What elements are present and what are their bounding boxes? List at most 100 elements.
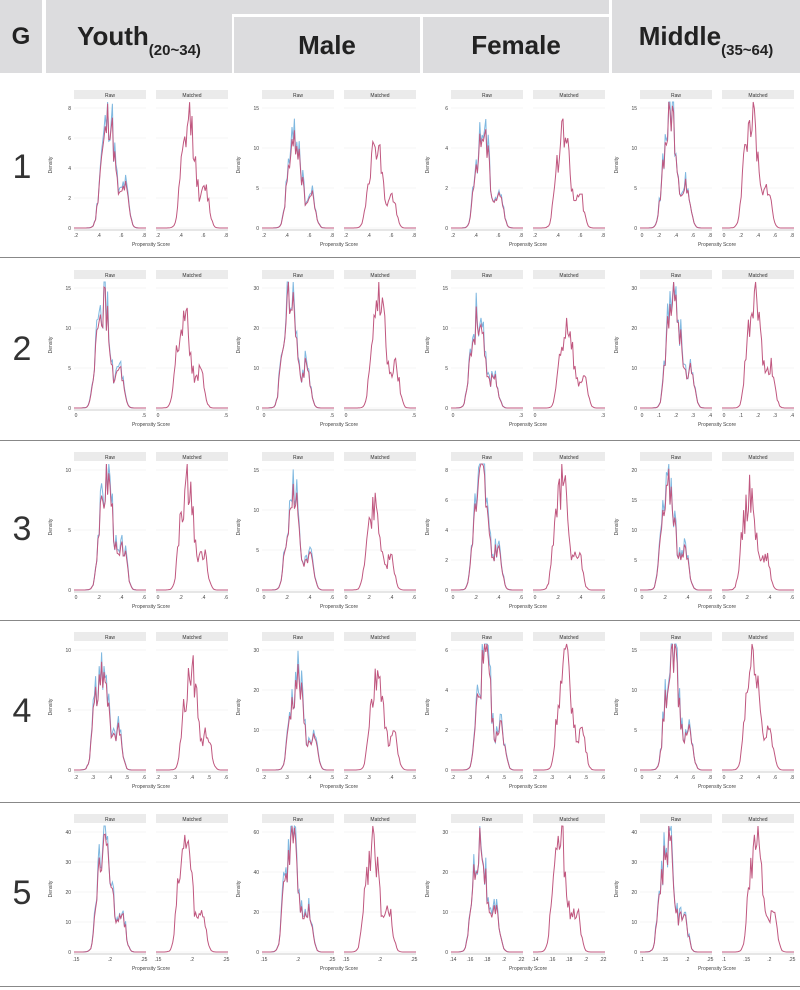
facet-strip-matched <box>722 632 794 641</box>
x-tick-label: .4 <box>556 233 560 239</box>
x-tick-label: .3 <box>691 413 695 419</box>
x-tick-label: .5 <box>412 413 416 419</box>
matched-control-curve <box>722 101 794 229</box>
facet-label-raw: Raw <box>671 93 681 99</box>
raw-treated-curve <box>262 469 334 591</box>
x-tick-label: .6 <box>790 595 794 601</box>
x-tick-label: .4 <box>756 233 760 239</box>
x-tick-label: .4 <box>307 775 311 781</box>
x-tick-label: .15 <box>155 957 162 963</box>
x-tick-label: .4 <box>119 595 123 601</box>
density-plot-row4-female: Density Raw 0 2 4 6 .2 .3 .4 .5 .6 Matched .2 .3 .4 .5.… <box>425 632 605 790</box>
raw-control-curve <box>74 661 146 771</box>
x-tick-label: .2 <box>156 775 160 781</box>
facet-strip-matched <box>533 452 605 461</box>
raw-treated-curve <box>640 643 712 771</box>
facet-label-matched: Matched <box>559 273 578 279</box>
x-tick-label: .6 <box>578 233 582 239</box>
x-tick-label: 0 <box>723 775 726 781</box>
youth-label: Youth <box>77 21 149 51</box>
facet-label-raw: Raw <box>671 817 681 823</box>
y-tick-label: 10 <box>253 146 259 152</box>
facet-label-matched: Matched <box>559 455 578 461</box>
facet-label-raw: Raw <box>482 93 492 99</box>
facet-strip-raw <box>262 632 334 641</box>
y-tick-label: 0 <box>256 406 259 412</box>
y-tick-label: 0 <box>445 950 448 956</box>
x-tick-label: .2 <box>767 957 771 963</box>
x-tick-label: .2 <box>674 413 678 419</box>
facet-label-raw: Raw <box>293 93 303 99</box>
x-axis-label: Propensity Score <box>132 422 170 428</box>
facet-strip-raw <box>640 452 712 461</box>
row-label-1: 1 <box>12 148 32 186</box>
x-tick-label: .2 <box>556 595 560 601</box>
x-tick-label: .4 <box>756 775 760 781</box>
x-tick-label: .2 <box>344 775 348 781</box>
x-tick-label: .4 <box>201 595 205 601</box>
y-tick-label: 2 <box>445 186 448 192</box>
x-tick-label: .25 <box>707 957 714 963</box>
x-tick-label: .2 <box>285 595 289 601</box>
facet-strip-matched <box>156 270 228 279</box>
raw-control-curve <box>451 643 523 771</box>
x-tick-label: .4 <box>389 595 393 601</box>
x-tick-label: .6 <box>691 233 695 239</box>
y-tick-label: 40 <box>253 870 259 876</box>
y-tick-label: 4 <box>68 166 71 172</box>
y-tick-label: 0 <box>256 768 259 774</box>
x-axis-label: Propensity Score <box>509 422 547 428</box>
facet-label-matched: Matched <box>748 273 767 279</box>
x-tick-label: .15 <box>343 957 350 963</box>
y-tick-label: 4 <box>445 146 448 152</box>
x-axis-label: Propensity Score <box>698 422 736 428</box>
y-tick-label: 0 <box>68 768 71 774</box>
facet-strip-raw <box>451 270 523 279</box>
x-tick-label: .6 <box>519 595 523 601</box>
raw-control-curve <box>451 463 523 591</box>
x-axis-label: Propensity Score <box>509 242 547 248</box>
male-label: Male <box>298 29 356 60</box>
facet-label-raw: Raw <box>105 93 115 99</box>
x-tick-label: .2 <box>378 957 382 963</box>
x-tick-label: 0 <box>723 595 726 601</box>
x-tick-label: .1 <box>739 413 743 419</box>
x-tick-label: .5 <box>502 775 506 781</box>
x-tick-label: .6 <box>389 233 393 239</box>
y-tick-label: 20 <box>253 326 259 332</box>
x-tick-label: .15 <box>73 957 80 963</box>
facet-strip-raw <box>262 814 334 823</box>
x-tick-label: .4 <box>708 413 712 419</box>
x-axis-label: Propensity Score <box>698 784 736 790</box>
x-tick-label: .4 <box>474 233 478 239</box>
density-plot-row2-youth: Density Raw 0 5 10 15 0 .5 Matched 0 .5 Propensity … <box>48 270 228 428</box>
y-tick-label: 20 <box>253 910 259 916</box>
row-label-3: 3 <box>12 510 32 548</box>
x-tick-label: .8 <box>412 233 416 239</box>
facet-strip-raw <box>262 452 334 461</box>
facet-label-matched: Matched <box>748 93 767 99</box>
x-tick-label: .15 <box>743 957 750 963</box>
row-separator <box>0 440 800 441</box>
x-tick-label: .4 <box>790 413 794 419</box>
y-tick-label: 10 <box>65 648 71 654</box>
matched-control-curve <box>156 463 228 591</box>
x-axis-label: Propensity Score <box>320 966 358 972</box>
density-plot-row4-middle: Density Raw 0 5 10 15 0 .2 .4 .6 .8 Matched 0 .2 .4 .6.… <box>614 632 794 790</box>
x-tick-label: .2 <box>756 413 760 419</box>
x-tick-label: .4 <box>674 775 678 781</box>
y-axis-label: Density <box>236 698 242 715</box>
matched-control-curve <box>344 281 416 409</box>
y-axis-label: Density <box>425 698 431 715</box>
x-tick-label: .4 <box>190 775 194 781</box>
density-plot-row5-male: Density Raw 0 20 40 60 .15 .2 .25 Matched .15 .2 .25… <box>236 814 418 972</box>
y-tick-label: 0 <box>634 768 637 774</box>
y-tick-label: 40 <box>65 830 71 836</box>
matched-control-curve <box>533 118 605 229</box>
facet-label-raw: Raw <box>482 273 492 279</box>
y-tick-label: 10 <box>631 528 637 534</box>
y-tick-label: 20 <box>631 890 637 896</box>
x-tick-label: .6 <box>496 233 500 239</box>
x-tick-label: .8 <box>708 233 712 239</box>
density-plot-row2-female: Density Raw 0 5 10 15 0 .3 Matched 0 .3 Propensity … <box>425 270 605 428</box>
